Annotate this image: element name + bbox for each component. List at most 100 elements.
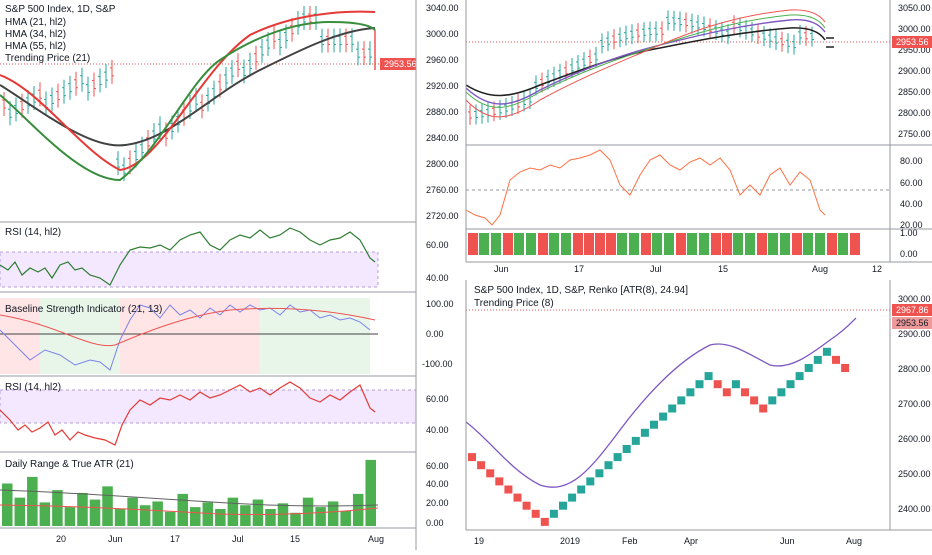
rt-osc-60: 60.00	[900, 178, 923, 188]
strip-bar	[711, 233, 721, 255]
renko-brick-up	[559, 501, 567, 510]
renko-brick-down	[750, 396, 759, 405]
bsi-legend: Baseline Strength Indicator (21, 13)	[5, 304, 162, 315]
hma21-line	[0, 20, 376, 182]
right-top-oscillator[interactable]: 80.00 60.00 40.00 20.00	[465, 149, 923, 230]
renko-brick-up	[613, 453, 622, 462]
renko-brick-up	[659, 412, 668, 421]
left-main-ytick: 2840.00	[426, 133, 459, 143]
right-top-signal-strip[interactable]	[468, 233, 860, 255]
renko-panel[interactable]: S&P 500 Index, 1D, S&P, Renko [ATR(8), 2…	[465, 285, 890, 526]
left-price-tag: 2953.56	[384, 59, 417, 69]
renko-x-axis[interactable]: 19 2019 Feb Apr Jun Aug	[474, 536, 862, 546]
renko-brick-down	[759, 404, 768, 413]
left-main-ytick: 3000.00	[426, 29, 459, 39]
rsi2-line	[0, 381, 376, 446]
bsi-panel[interactable]: Baseline Strength Indicator (21, 13) 100…	[0, 298, 454, 374]
renko-legend-title: S&P 500 Index, 1D, S&P, Renko [ATR(8), 2…	[474, 285, 688, 296]
strip-bar	[745, 233, 755, 255]
right-top-x-axis[interactable]: Jun 17 Jul 15 Aug 12	[494, 264, 882, 274]
right-top-ytick: 2950.00	[898, 45, 931, 55]
rt-green-line	[465, 14, 826, 108]
strip-bar	[699, 233, 709, 255]
strip-bar	[468, 233, 478, 255]
strip-bar	[538, 233, 548, 255]
atr-bar	[89, 499, 101, 526]
strip-bar	[792, 233, 802, 255]
atr-bar	[164, 511, 176, 526]
atr-bar	[27, 476, 38, 526]
renko-brick-up	[640, 428, 649, 437]
strip-bar	[584, 233, 594, 255]
strip-bar	[676, 233, 686, 255]
rt-xtick-17: 17	[574, 264, 584, 274]
rsi1-panel[interactable]: RSI (14, hl2) 60.00 40.00	[0, 227, 449, 288]
left-main-panel[interactable]: S&P 500 Index, 1D, S&P HMA (21, hl2) HMA…	[0, 0, 416, 220]
renko-brick-down	[486, 469, 495, 478]
atr-ytick-40: 40.00	[426, 479, 449, 489]
atr-bar	[64, 507, 76, 526]
atr-red-line	[0, 504, 379, 516]
left-xtick-17: 17	[170, 534, 180, 544]
atr-panel[interactable]: Daily Range & True ATR (21) 60.00 40.00 …	[0, 459, 449, 528]
legend-title: S&P 500 Index, 1D, S&P	[5, 4, 116, 15]
strip-bar	[827, 233, 837, 255]
rt-osc-80: 80.00	[900, 156, 923, 166]
renko-ytick: 3000.00	[898, 294, 931, 304]
renko-tag1-bg	[892, 304, 932, 316]
renko-y-axis[interactable]: 3000.00 2900.00 2800.00 2700.00 2600.00 2500.…	[898, 294, 931, 514]
strip-bar	[850, 233, 860, 255]
renko-brick-down	[832, 355, 840, 364]
renko-brick-up	[704, 372, 713, 381]
atr-bar	[177, 493, 188, 526]
renko-brick-down	[513, 493, 522, 502]
renko-xtick-jun: Jun	[780, 536, 795, 546]
legend-trending-price: Trending Price (21)	[5, 53, 90, 64]
left-x-axis[interactable]: 20 Jun 17 Jul 15 Aug	[56, 534, 384, 544]
renko-brick-up	[768, 396, 777, 405]
bsi-ytick-neg100: -100.00	[422, 359, 453, 369]
renko-brick-up	[813, 355, 822, 364]
strip-bar	[595, 233, 605, 255]
left-xtick-20: 20	[56, 534, 66, 544]
left-main-y-axis[interactable]: 3040.00 3000.00 2960.00 2920.00 2880.00 2840.…	[426, 3, 459, 221]
left-main-ytick: 3040.00	[426, 3, 459, 13]
renko-bricks	[468, 347, 850, 526]
hma55-line	[0, 27, 376, 147]
atr-bar	[265, 509, 276, 526]
right-top-ytick: 3050.00	[898, 3, 931, 13]
rt-xtick-12: 12	[872, 264, 882, 274]
strip-bar	[526, 233, 536, 255]
atr-bar	[102, 486, 113, 526]
strip-bar	[815, 233, 825, 255]
rt-osc-line	[465, 149, 826, 226]
hma34-line	[0, 10, 376, 172]
renko-brick-up	[804, 364, 813, 372]
strip-bar	[838, 233, 848, 255]
rt-red-line	[465, 9, 826, 118]
left-main-ytick: 2920.00	[426, 81, 459, 91]
renko-xtick-19: 19	[474, 536, 484, 546]
rsi2-ytick-40: 40.00	[426, 425, 449, 435]
renko-price-tag-2: 2953.56	[896, 318, 929, 328]
renko-xtick-apr: Apr	[684, 536, 698, 546]
renko-brick-down	[540, 517, 549, 526]
rt-xtick-15: 15	[718, 264, 728, 274]
renko-ytick: 2400.00	[898, 504, 931, 514]
renko-trend-line	[465, 317, 857, 488]
renko-ytick: 2800.00	[898, 364, 931, 374]
atr-ytick-20: 20.00	[426, 498, 449, 508]
strip-bar	[733, 233, 743, 255]
rt-price-tag: 2953.56	[896, 37, 929, 47]
strip-bar	[503, 233, 513, 255]
bsi-blue-line	[0, 304, 371, 371]
rsi1-ytick-40: 40.00	[426, 273, 449, 283]
rt-xtick-jul: Jul	[650, 264, 662, 274]
atr-bar	[290, 512, 301, 526]
renko-brick-down	[477, 461, 486, 470]
right-top-candles	[468, 10, 814, 125]
rsi2-panel[interactable]: RSI (14, hl2) 60.00 40.00	[0, 381, 449, 446]
right-top-y-axis[interactable]: 3050.00 3000.00 2950.00 2900.00 2850.00 2800.…	[898, 3, 931, 139]
renko-brick-up	[586, 477, 595, 486]
right-top-price-panel[interactable]	[465, 9, 890, 125]
